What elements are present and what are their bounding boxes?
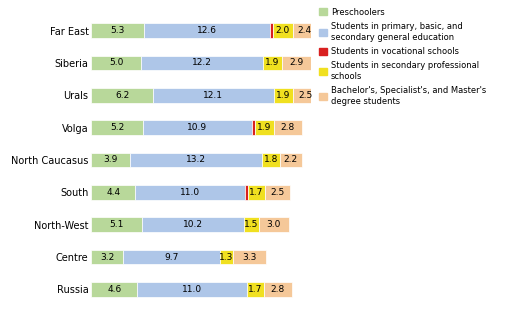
Text: 5.1: 5.1 — [110, 220, 124, 229]
Bar — [265, 185, 290, 200]
Bar — [272, 23, 293, 38]
Bar — [293, 88, 317, 102]
Text: 5.2: 5.2 — [110, 123, 124, 132]
Text: 2.4: 2.4 — [298, 26, 312, 35]
Text: 5.3: 5.3 — [111, 26, 125, 35]
Bar — [142, 218, 244, 232]
Text: 3.9: 3.9 — [103, 156, 118, 164]
Text: 1.9: 1.9 — [265, 59, 279, 68]
Text: 11.0: 11.0 — [180, 188, 200, 197]
Bar — [91, 120, 143, 135]
Text: 2.8: 2.8 — [280, 123, 295, 132]
Bar — [135, 185, 245, 200]
Bar — [264, 282, 292, 297]
Bar — [91, 56, 141, 70]
Bar — [91, 153, 130, 167]
Bar — [91, 218, 142, 232]
Text: 1.9: 1.9 — [276, 91, 290, 100]
Bar — [91, 88, 153, 102]
Text: 3.0: 3.0 — [267, 220, 281, 229]
Bar — [144, 23, 270, 38]
Text: 6.2: 6.2 — [115, 91, 129, 100]
Text: 12.2: 12.2 — [192, 59, 212, 68]
Bar — [263, 56, 282, 70]
Bar — [137, 282, 247, 297]
Text: 1.9: 1.9 — [257, 123, 271, 132]
Bar — [91, 23, 144, 38]
Text: 2.8: 2.8 — [270, 285, 285, 294]
Bar — [91, 185, 135, 200]
Bar — [262, 153, 280, 167]
Bar — [245, 185, 248, 200]
Bar — [91, 282, 137, 297]
Bar — [130, 153, 262, 167]
Bar — [244, 218, 259, 232]
Text: 9.7: 9.7 — [164, 252, 179, 261]
Bar — [220, 250, 233, 264]
Bar — [274, 88, 293, 102]
Bar — [123, 250, 220, 264]
Bar — [247, 282, 264, 297]
Bar — [280, 153, 302, 167]
Text: 1.3: 1.3 — [219, 252, 233, 261]
Text: 4.6: 4.6 — [107, 285, 122, 294]
Text: 12.6: 12.6 — [197, 26, 217, 35]
Text: 2.0: 2.0 — [276, 26, 290, 35]
Bar — [233, 250, 266, 264]
Text: 3.3: 3.3 — [242, 252, 256, 261]
Bar — [91, 250, 123, 264]
Text: 1.7: 1.7 — [248, 285, 263, 294]
Text: 12.1: 12.1 — [204, 91, 223, 100]
Bar — [259, 218, 289, 232]
Text: 13.2: 13.2 — [186, 156, 206, 164]
Bar — [141, 56, 263, 70]
Bar — [143, 120, 252, 135]
Bar — [274, 120, 302, 135]
Text: 11.0: 11.0 — [182, 285, 202, 294]
Text: 2.9: 2.9 — [289, 59, 303, 68]
Text: 3.2: 3.2 — [100, 252, 114, 261]
Text: 4.4: 4.4 — [106, 188, 121, 197]
Text: 1.7: 1.7 — [249, 188, 264, 197]
Text: 1.5: 1.5 — [244, 220, 258, 229]
Bar — [252, 120, 255, 135]
Text: 2.5: 2.5 — [270, 188, 284, 197]
Bar — [270, 23, 272, 38]
Bar — [255, 120, 274, 135]
Bar — [282, 56, 311, 70]
Text: 10.9: 10.9 — [187, 123, 208, 132]
Text: 2.5: 2.5 — [298, 91, 312, 100]
Bar — [153, 88, 274, 102]
Text: 2.2: 2.2 — [283, 156, 298, 164]
Text: 1.8: 1.8 — [264, 156, 278, 164]
Text: 5.0: 5.0 — [109, 59, 123, 68]
Bar — [248, 185, 265, 200]
Bar — [293, 23, 316, 38]
Text: 10.2: 10.2 — [183, 220, 203, 229]
Legend: Preschoolers, Students in primary, basic, and
secondary general education, Stude: Preschoolers, Students in primary, basic… — [319, 8, 486, 106]
